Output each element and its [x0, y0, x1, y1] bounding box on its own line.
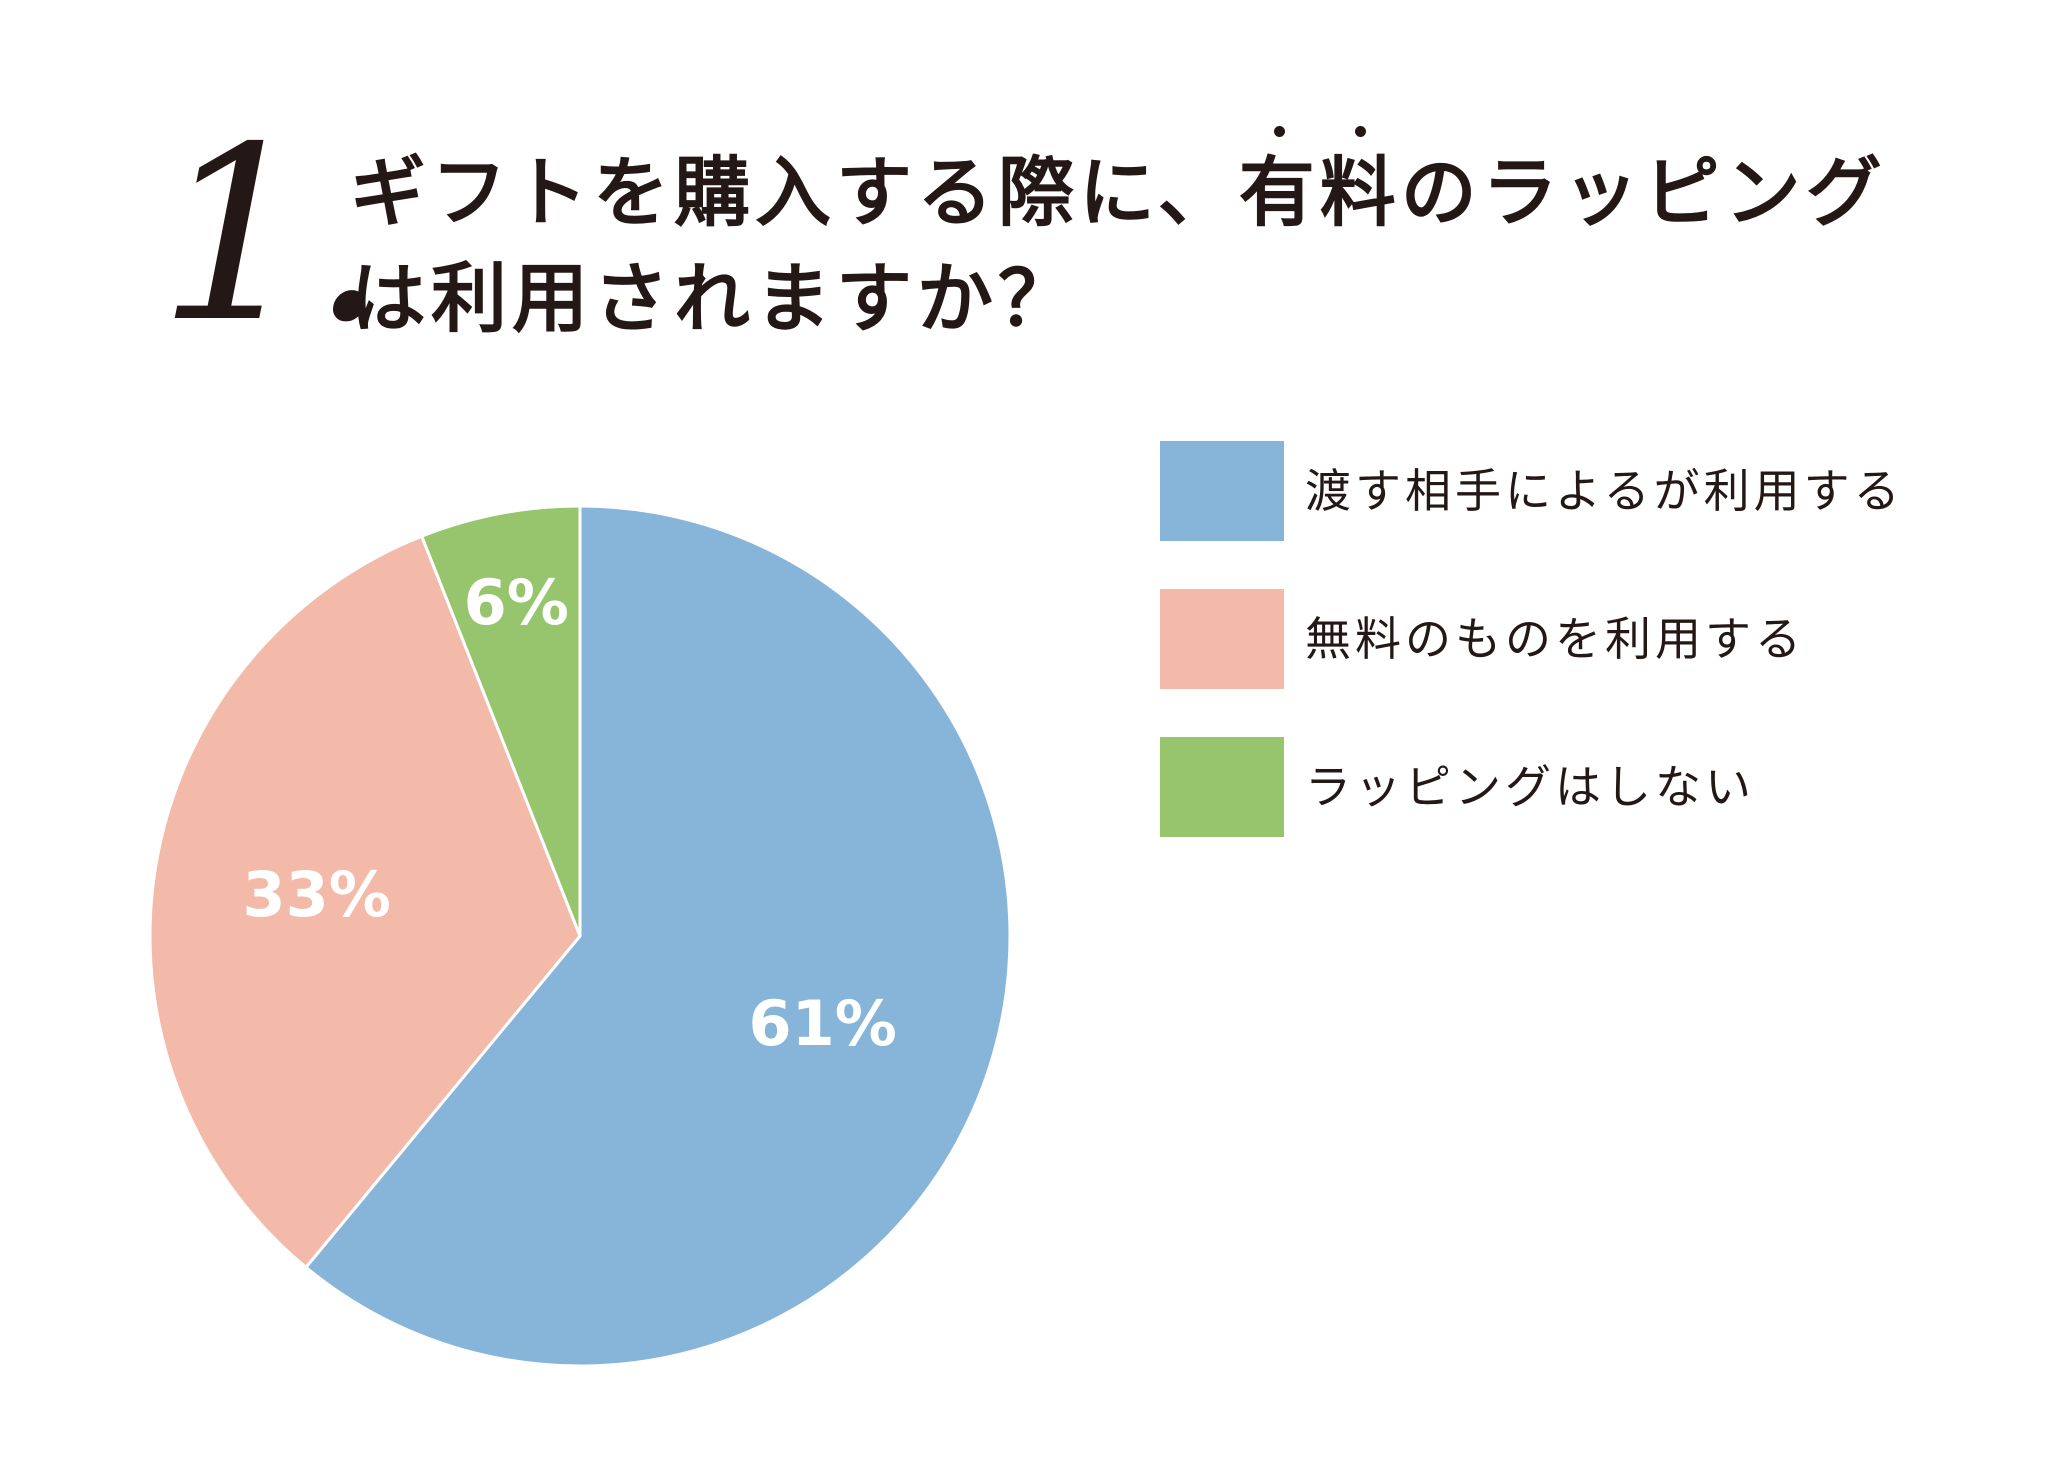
pie-slice — [148, 534, 582, 1269]
slice-value-label: 6% — [464, 566, 569, 639]
question-title-line-2: は利用されますか？ — [350, 254, 1079, 343]
legend-item: ラッピングはしない — [1160, 737, 2020, 837]
title-emphasis-2: 料 — [1320, 126, 1401, 246]
slice-value-label: 33% — [242, 858, 390, 931]
legend-swatch — [1160, 441, 1284, 541]
pie-slice — [420, 504, 582, 938]
pie-slices — [148, 504, 1012, 1368]
title-emphasis-1: 有 — [1239, 126, 1320, 246]
legend-label: ラッピングはしない — [1305, 760, 1755, 814]
legend-swatch — [1160, 737, 1284, 837]
legend-item: 渡す相手によるが利用する — [1160, 441, 2020, 541]
pie-slice — [304, 504, 1012, 1368]
slice-value-label: 61% — [748, 987, 896, 1060]
legend: 渡す相手によるが利用する 無料のものを利用する ラッピングはしない — [1160, 441, 2020, 885]
legend-label: 無料のものを利用する — [1305, 612, 1805, 666]
question-title: ギフトを購入する際に、有料のラッピング は利用されますか？ — [350, 126, 1890, 352]
legend-item: 無料のものを利用する — [1160, 589, 2020, 689]
title-text-before: ギフトを購入する際に、 — [350, 148, 1239, 237]
title-text-after: のラッピング — [1400, 148, 1887, 237]
legend-swatch — [1160, 589, 1284, 689]
question-title-line-1: ギフトを購入する際に、有料のラッピング — [350, 126, 1890, 246]
legend-label: 渡す相手によるが利用する — [1305, 464, 1904, 518]
pie-labels: 61% 33% 6% — [242, 566, 896, 1060]
